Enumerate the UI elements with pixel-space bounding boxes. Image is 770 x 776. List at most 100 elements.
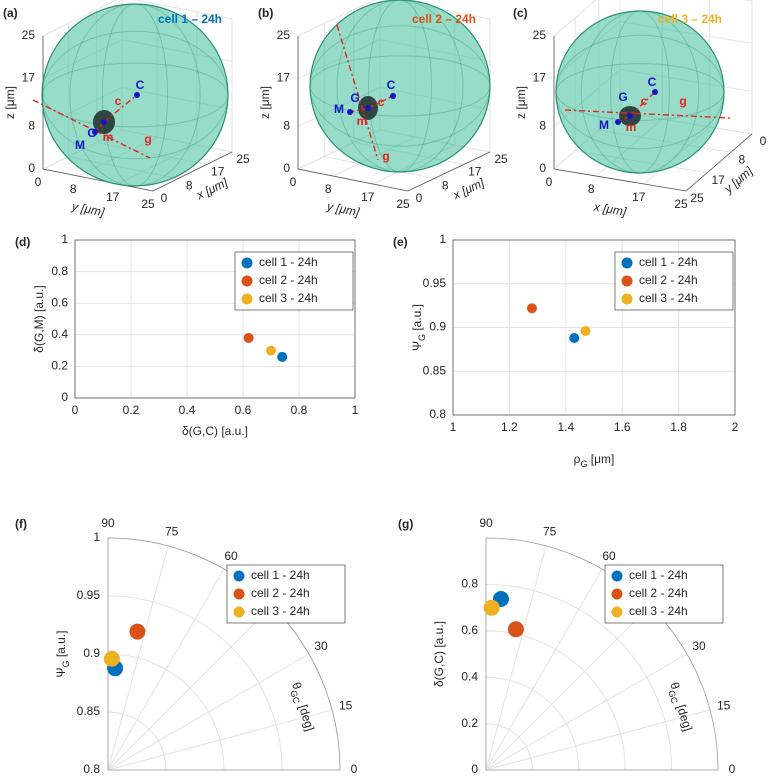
theta-tick-label: 90 [101, 516, 115, 530]
tick-label: 25 [236, 152, 250, 166]
point [129, 623, 146, 640]
r-tick-label: 0.4 [461, 669, 478, 683]
panel-label: (f) [15, 517, 27, 531]
panel-label: (g) [398, 517, 413, 531]
tick-label: 8 [588, 182, 595, 196]
legend-marker [233, 570, 245, 582]
annotation: c [641, 94, 648, 108]
cell-mesh [336, 0, 464, 173]
legend-label: cell 2 - 24h [639, 273, 698, 287]
x-tick-label: 1.6 [614, 420, 631, 434]
legend-marker [611, 588, 623, 600]
point [266, 345, 276, 356]
cell-mesh [69, 3, 201, 187]
theta-tick-label: 15 [717, 699, 731, 713]
tick-label: 8 [442, 179, 449, 193]
panel-label: (d) [15, 235, 30, 249]
axis-line [553, 36, 753, 192]
tick-label: 0 [760, 134, 767, 148]
r-axis-label: δ(G,C) [a.u.] [432, 621, 446, 687]
annotation: m [103, 130, 114, 144]
x-tick-label: 1.2 [501, 420, 518, 434]
axis-segment [349, 107, 369, 113]
r-tick-label: 0.95 [77, 588, 101, 602]
tick-label: 25 [674, 197, 688, 211]
cell-mesh [555, 63, 725, 121]
legend-marker [621, 293, 633, 305]
r-tick-label: 0.8 [461, 577, 478, 591]
tick-label: 25 [396, 197, 410, 211]
y-tick-label: 0.95 [423, 276, 447, 290]
legend-label: cell 1 - 24h [629, 568, 688, 582]
point [580, 326, 591, 336]
tick-label: 0 [416, 191, 423, 205]
theta-axis-label-part: θ [667, 681, 682, 692]
theta-tick-label: 15 [339, 699, 353, 713]
tick-label: 25 [494, 152, 508, 166]
x-tick-label: 0.6 [235, 403, 252, 417]
cell-surface [555, 10, 725, 174]
r-tick-label: 0.9 [83, 646, 100, 660]
x-axis-label: δ(G,C) [a.u.] [182, 424, 248, 438]
cell-mesh [580, 10, 700, 174]
legend-marker [241, 293, 253, 305]
cell-mesh [610, 10, 670, 174]
theta-tick-label: 0 [351, 762, 358, 776]
point [134, 92, 140, 98]
cell-mesh [101, 3, 169, 187]
theta-axis-label: θGC [deg] [286, 681, 317, 734]
tick-label: 8 [283, 119, 290, 133]
cell-mesh [309, 55, 491, 117]
theta-tick-label: 0 [729, 762, 736, 776]
y-tick-label: 0.8 [51, 264, 68, 278]
point [569, 333, 580, 343]
point [627, 113, 633, 119]
panel-label: (b) [258, 6, 273, 20]
annotation: m [357, 114, 368, 128]
axis-label: z [μm] [514, 86, 528, 119]
grid-line [553, 0, 753, 37]
tick-label: 8 [539, 119, 546, 133]
x-axis-label-part: ρ [574, 452, 581, 466]
theta-tick-label: 75 [543, 525, 557, 539]
y-tick-label: 1 [439, 232, 446, 246]
y-tick-label: 0 [61, 390, 68, 404]
legend-marker [621, 257, 633, 269]
axis-label: y [μm] [70, 199, 106, 219]
point [243, 332, 254, 343]
x-tick-label: 1 [450, 420, 457, 434]
y-tick-label: 0.4 [51, 327, 68, 341]
axis-segment [336, 24, 379, 161]
axis-segment [32, 99, 151, 159]
point [483, 599, 500, 616]
tick-label: 25 [533, 28, 547, 42]
chart-title: cell 3 – 24h [658, 12, 722, 26]
tick-label: 25 [22, 28, 36, 42]
tick-label: 17 [22, 71, 36, 85]
y-axis-label: δ(G,M) [a.u.] [32, 285, 46, 352]
point [347, 109, 353, 115]
cell-mesh [368, 0, 432, 173]
y-axis-label-part: G [417, 334, 427, 341]
theta-tick-label: 60 [602, 549, 616, 563]
chart-title: cell 1 – 24h [158, 12, 222, 26]
grid-line [42, 0, 233, 37]
y-tick-label: 0.9 [429, 320, 446, 334]
panel-label: (e) [393, 235, 408, 249]
axis-label: z [μm] [3, 86, 17, 119]
tick-label: 17 [106, 190, 120, 204]
tick-label: 17 [632, 190, 646, 204]
legend-box [604, 564, 724, 624]
panel-label: (a) [3, 6, 18, 20]
grid-spoke [485, 709, 711, 771]
tick-label: 0 [546, 175, 553, 189]
annotation: C [387, 78, 396, 92]
r-axis-label-part: G [61, 660, 71, 667]
point [92, 129, 98, 135]
cell-mesh [41, 62, 229, 128]
axes-box [452, 239, 736, 416]
annotation: g [679, 94, 686, 108]
theta-tick-label: 90 [479, 516, 493, 530]
x-tick-label: 2 [732, 420, 739, 434]
